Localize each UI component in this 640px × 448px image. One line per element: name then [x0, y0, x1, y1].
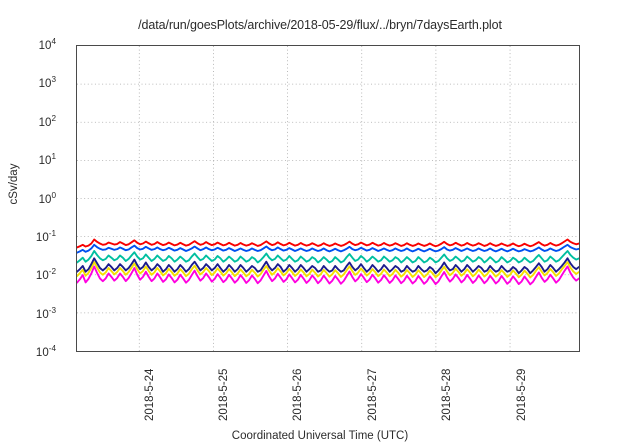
series-red	[77, 238, 579, 249]
x-tick-label: 2018-5-28	[441, 368, 454, 421]
y-tick-label: 100	[38, 190, 56, 206]
x-tick-label: 2018-5-29	[515, 368, 528, 421]
plot-area	[76, 45, 580, 352]
series-blue	[77, 243, 579, 254]
x-tick-label: 2018-5-25	[217, 368, 230, 421]
y-tick-label: 10-4	[35, 344, 56, 359]
y-tick-label: 10-2	[35, 267, 56, 283]
x-tick-label: 2018-5-26	[292, 368, 305, 421]
y-tick-label: 102	[38, 113, 56, 129]
series-magenta	[77, 265, 579, 286]
x-axis-label: Coordinated Universal Time (UTC)	[231, 430, 409, 442]
y-tick-label: 104	[38, 37, 56, 52]
series-navy	[77, 257, 579, 275]
page-title: /data/run/goesPlots/archive/2018-05-29/f…	[138, 18, 502, 32]
y-tick-label: 101	[38, 152, 56, 167]
series-green	[77, 250, 579, 264]
x-tick-label: 2018-5-24	[143, 368, 156, 421]
y-axis-label: cSv/day	[8, 163, 20, 205]
data-series-layer	[77, 238, 579, 286]
series-yellow	[77, 261, 579, 279]
y-tick-label: 10-1	[35, 228, 56, 244]
y-tick-label: 10-3	[35, 305, 56, 321]
x-tick-label: 2018-5-27	[366, 368, 379, 421]
y-tick-label: 103	[38, 75, 56, 91]
